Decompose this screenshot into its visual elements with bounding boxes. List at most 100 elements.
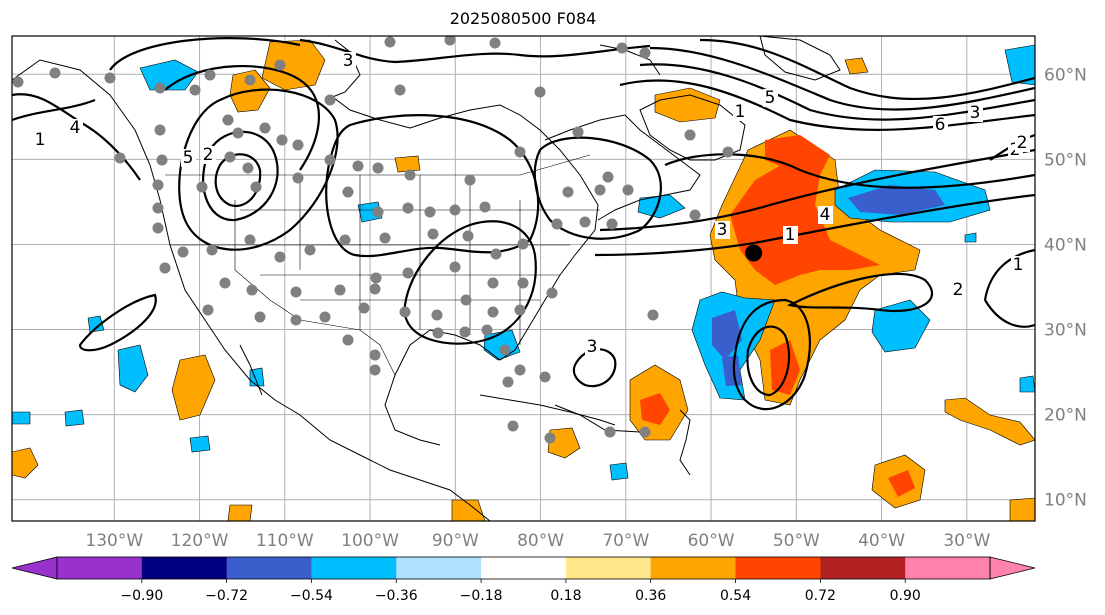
lon-tick-label: 40°W bbox=[858, 531, 905, 551]
figure-title: 2025080500 F084 bbox=[449, 9, 597, 28]
station-marker bbox=[222, 114, 234, 126]
colorbar-segment bbox=[905, 557, 991, 579]
contour-closed bbox=[533, 136, 662, 240]
contour-label: 1 bbox=[785, 225, 796, 245]
shade-negative bbox=[609, 462, 629, 481]
colorbar-tick-label: 0.72 bbox=[805, 588, 836, 604]
station-marker bbox=[379, 232, 391, 244]
station-marker bbox=[639, 47, 651, 59]
station-marker bbox=[334, 284, 346, 296]
shade-negative bbox=[1019, 375, 1035, 393]
contour-label: 5 bbox=[765, 88, 776, 108]
station-marker bbox=[394, 84, 406, 96]
station-marker bbox=[206, 244, 218, 256]
station-marker bbox=[292, 139, 304, 151]
contour-label: 2 bbox=[1017, 133, 1028, 153]
shade-negative bbox=[1004, 44, 1035, 86]
station-marker bbox=[339, 234, 351, 246]
contour-closed bbox=[403, 220, 537, 345]
gridlines bbox=[12, 36, 1035, 521]
highlight-marker bbox=[745, 244, 763, 262]
station-marker bbox=[722, 146, 734, 158]
contour-closed bbox=[78, 293, 157, 352]
station-marker bbox=[242, 162, 254, 174]
station-marker bbox=[517, 277, 529, 289]
colorbar-segment bbox=[650, 557, 737, 579]
station-marker bbox=[324, 94, 336, 106]
station-marker bbox=[154, 82, 166, 94]
shade-negative bbox=[64, 409, 85, 427]
colorbar-segment bbox=[141, 557, 228, 579]
station-marker bbox=[449, 204, 461, 216]
shade-positive bbox=[12, 447, 39, 479]
colorbar-tick-label: −0.36 bbox=[375, 588, 418, 604]
station-marker bbox=[12, 76, 24, 88]
station-marker bbox=[616, 42, 628, 54]
station-marker bbox=[546, 287, 558, 299]
station-marker bbox=[551, 218, 563, 230]
colorbar-segment bbox=[565, 557, 652, 579]
colorbar: −0.90 −0.72 −0.54 −0.36 −0.18 0.18 0.36 0.54 0.7… bbox=[11, 556, 1036, 604]
contour-label: 4 bbox=[70, 118, 81, 138]
station-marker bbox=[514, 146, 526, 158]
shade-positive bbox=[944, 397, 1035, 446]
station-marker bbox=[514, 364, 526, 376]
contour-label: 1 bbox=[735, 102, 746, 122]
contour-label-bg bbox=[181, 149, 196, 167]
shade-strong-positive bbox=[730, 160, 880, 285]
contour-label-bg bbox=[933, 116, 948, 134]
contour-label: 3 bbox=[587, 337, 598, 357]
colorbar-segment bbox=[735, 557, 821, 579]
station-marker bbox=[459, 326, 471, 338]
lat-tick-label: 10°N bbox=[1044, 491, 1087, 511]
lon-tick-label: 120°W bbox=[171, 531, 229, 551]
contour-label: 4 bbox=[820, 205, 831, 225]
shade-positive bbox=[451, 499, 486, 521]
shade-strong-negative bbox=[848, 185, 945, 215]
colorbar-tick-label: −0.18 bbox=[460, 588, 503, 604]
shade-positive bbox=[1009, 497, 1035, 521]
lat-tick-label: 50°N bbox=[1044, 150, 1087, 170]
contour-open bbox=[699, 38, 1035, 101]
station-marker bbox=[579, 216, 591, 228]
station-marker bbox=[449, 261, 461, 273]
shade-positive bbox=[765, 135, 830, 175]
shade-positive bbox=[261, 39, 326, 91]
shade-strong-positive bbox=[888, 470, 915, 497]
shade-negative bbox=[139, 59, 199, 91]
station-marker bbox=[404, 169, 416, 181]
lon-tick-label: 50°W bbox=[773, 531, 820, 551]
station-marker bbox=[487, 277, 499, 289]
station-marker bbox=[290, 286, 302, 298]
contour-closed bbox=[732, 298, 811, 411]
contour-closed bbox=[746, 325, 790, 397]
station-marker bbox=[369, 283, 381, 295]
shade-strong-positive bbox=[770, 340, 800, 395]
contour-label-bg bbox=[818, 206, 833, 224]
colorbar-over bbox=[989, 556, 1036, 580]
colorbar-segment bbox=[311, 557, 397, 579]
station-marker bbox=[156, 154, 168, 166]
station-marker bbox=[244, 234, 256, 246]
contour-label: 5 bbox=[183, 148, 194, 168]
station-marker bbox=[444, 36, 456, 46]
station-marker bbox=[324, 154, 336, 166]
lat-tick-label: 30°N bbox=[1044, 321, 1087, 341]
contour-label-bg bbox=[585, 338, 600, 356]
station-marker bbox=[372, 162, 384, 174]
shade-positive bbox=[654, 87, 721, 123]
shade-negative bbox=[871, 299, 931, 353]
station-marker bbox=[219, 277, 231, 289]
contour-closed bbox=[325, 114, 540, 258]
contour-closed bbox=[12, 98, 96, 122]
contour-label: 2 bbox=[203, 145, 214, 165]
shade-positive bbox=[844, 57, 869, 75]
station-marker bbox=[274, 251, 286, 263]
station-marker bbox=[224, 151, 236, 163]
contour-closed bbox=[214, 153, 262, 208]
lon-tick-label: 80°W bbox=[517, 531, 564, 551]
colorbar-tick-label: 0.36 bbox=[635, 588, 666, 604]
station-marker bbox=[431, 309, 443, 321]
colorbar-tick-label: 0.54 bbox=[720, 588, 751, 604]
